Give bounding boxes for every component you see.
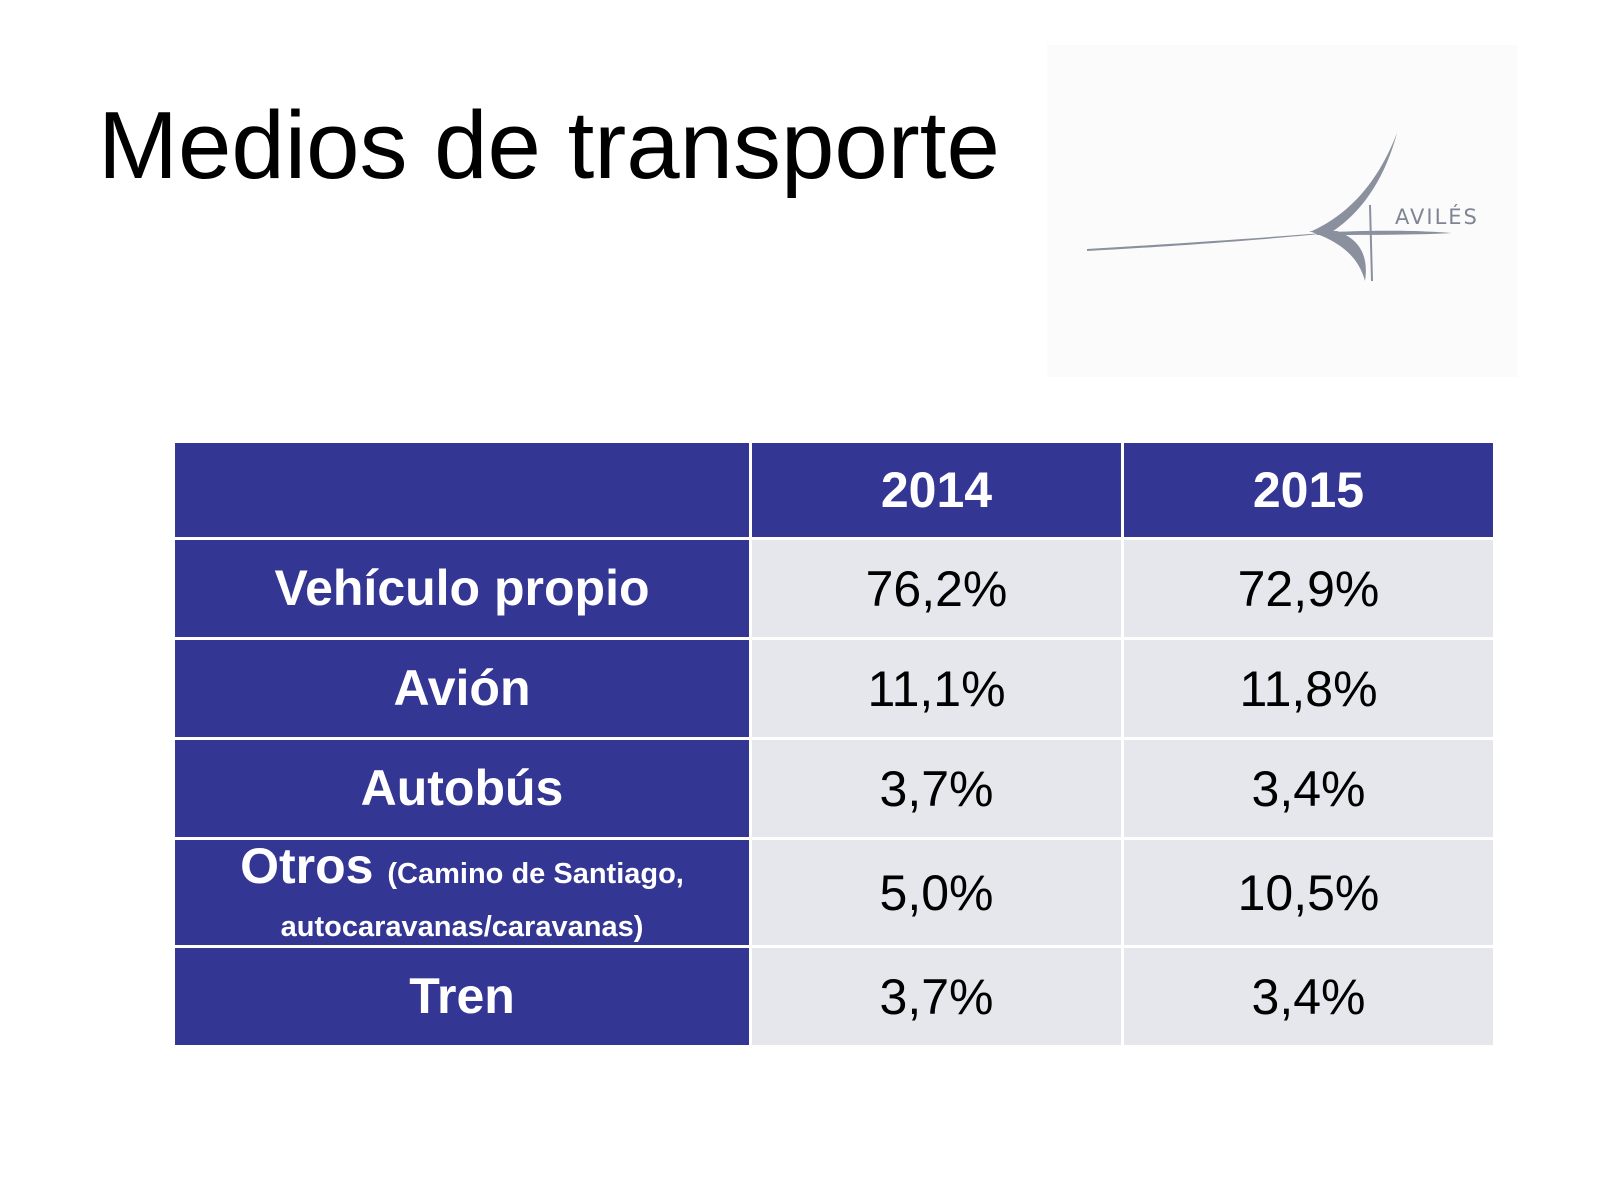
header-cell-empty <box>175 443 749 537</box>
header-cell-2014: 2014 <box>752 443 1121 537</box>
table-row: Otros (Camino de Santiago, autocaravanas… <box>175 840 1493 945</box>
value-2015: 3,4% <box>1124 740 1493 837</box>
table-row: Autobús 3,7% 3,4% <box>175 740 1493 837</box>
table-row: Tren 3,7% 3,4% <box>175 948 1493 1045</box>
row-label-text: Vehículo propio <box>274 560 650 617</box>
table-row: Avión 11,1% 11,8% <box>175 640 1493 737</box>
row-label-text: Tren <box>409 968 515 1025</box>
value-2015: 3,4% <box>1124 948 1493 1045</box>
value-2014: 5,0% <box>752 840 1121 945</box>
value-2014: 3,7% <box>752 740 1121 837</box>
value-2015: 10,5% <box>1124 840 1493 945</box>
row-label: Autobús <box>175 740 749 837</box>
value-2014: 11,1% <box>752 640 1121 737</box>
value-2015: 11,8% <box>1124 640 1493 737</box>
row-label-text: Avión <box>393 660 531 717</box>
table-header-row: 2014 2015 <box>175 443 1493 537</box>
row-label: Otros (Camino de Santiago, autocaravanas… <box>175 840 749 945</box>
aviles-logo-icon <box>1087 133 1452 282</box>
row-label: Avión <box>175 640 749 737</box>
logo-text: AVILÉS <box>1395 205 1479 229</box>
slide-title: Medios de transporte <box>98 92 1000 199</box>
row-label: Tren <box>175 948 749 1045</box>
aviles-logo: AVILÉS <box>1047 45 1517 377</box>
value-2014: 3,7% <box>752 948 1121 1045</box>
row-label: Vehículo propio <box>175 540 749 637</box>
table-row: Vehículo propio 76,2% 72,9% <box>175 540 1493 637</box>
value-2015: 72,9% <box>1124 540 1493 637</box>
value-2014: 76,2% <box>752 540 1121 637</box>
transport-table: 2014 2015 Vehículo propio 76,2% 72,9% Av… <box>172 440 1496 1048</box>
row-label-note: (Camino de Santiago, autocaravanas/carav… <box>280 858 684 943</box>
header-cell-2015: 2015 <box>1124 443 1493 537</box>
row-label-text: Autobús <box>360 760 564 817</box>
row-label-text: Otros <box>240 838 374 894</box>
